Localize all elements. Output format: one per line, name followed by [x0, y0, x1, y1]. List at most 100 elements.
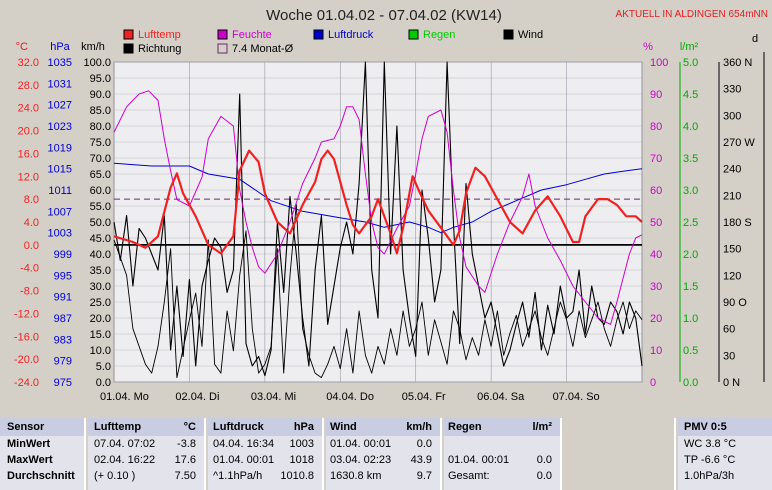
series-line-wind: [113, 61, 643, 377]
rain-tick-label: 3.5: [683, 153, 698, 165]
direction-tick-label: 300: [723, 110, 741, 122]
pressure-tick-label: 987: [54, 313, 72, 325]
rain-tick-label: 1.0: [683, 313, 698, 325]
legend-label: Feuchte: [232, 29, 272, 41]
rain-tick-label: 4.5: [683, 89, 698, 101]
dewpoint-value: TP -6.6 °C: [684, 454, 736, 466]
wind-tick-label: 55.0: [90, 201, 111, 213]
rain-tick-label: 0.0: [683, 377, 698, 389]
direction-tick-label: 60: [723, 324, 735, 336]
pressure-tick-label: 999: [54, 249, 72, 261]
wind-tick-label: 25.0: [90, 297, 111, 309]
direction-tick-label: 150: [723, 244, 741, 256]
statistics-table: Sensor MinWert MaxWert Durchschnitt Luft…: [0, 418, 772, 490]
sensor-header: Sensor: [7, 421, 45, 433]
legend: Lufttemp Feuchte Luftdruck Regen Wind Richtun…: [123, 29, 543, 55]
wind-column: Wind km/h 01.04. 00:01 0.0 03.04. 02:23 …: [326, 418, 442, 490]
x-tick-label: 01.04. Mo: [100, 391, 149, 403]
pmv-header: PMV 0:5: [684, 421, 727, 433]
rain-header: Regen: [448, 421, 482, 433]
legend-label: Richtung: [138, 43, 181, 55]
temp-tick-label: 4.0: [24, 217, 39, 229]
temp-tick-label: 28.0: [18, 80, 39, 92]
pressure-header-unit: hPa: [293, 421, 314, 433]
humidity-tick-label: 60: [650, 185, 662, 197]
temp-tick-label: -8.0: [20, 286, 39, 298]
weather-chart: Woche 01.04.02 - 07.04.02 (KW14) AKTUELL…: [13, 7, 768, 403]
chart-subtitle: AKTUELL IN ALDINGEN 654mNN: [616, 9, 768, 20]
pressure-tick-label: 975: [54, 377, 72, 389]
direction-tick-label: 210: [723, 190, 741, 202]
wind-max-time: 03.04. 02:23: [330, 454, 392, 466]
humidity-tick-label: 90: [650, 89, 662, 101]
legend-swatch: [313, 29, 324, 40]
x-tick-label: 03.04. Mi: [251, 391, 296, 403]
legend-swatch: [503, 29, 514, 40]
humidity-tick-label: 10: [650, 345, 662, 357]
temp-tick-label: 8.0: [24, 194, 39, 206]
x-tick-label: 07.04. So: [553, 391, 600, 403]
temp-column: Lufttemp °C 07.04. 07:02 -3.8 02.04. 16:…: [88, 418, 206, 490]
wind-tick-label: 5.0: [96, 361, 111, 373]
series-layer: [113, 61, 643, 379]
sensor-column: Sensor MinWert MaxWert Durchschnitt: [0, 418, 86, 490]
legend-label: 7.4 Monat-Ø: [232, 43, 294, 55]
wind-tick-label: 20.0: [90, 313, 111, 325]
pressure-tick-label: 1023: [48, 121, 72, 133]
wind-tick-label: 75.0: [90, 137, 111, 149]
temp-avg-trend: (+ 0.10 ): [94, 470, 136, 482]
direction-tick-label: 90 O: [723, 297, 747, 309]
rain-column: Regen l/m² 01.04. 00:01 0.0 Gesamt: 0.0: [444, 418, 562, 490]
temp-min-time: 07.04. 07:02: [94, 438, 156, 450]
humidity-tick-label: 40: [650, 249, 662, 261]
humidity-axis-unit: %: [643, 41, 653, 53]
temp-axis-unit: °C: [16, 41, 28, 53]
direction-tick-label: 270 W: [723, 137, 755, 149]
temp-tick-label: -12.0: [14, 308, 39, 320]
direction-tick-label: 180 S: [723, 217, 752, 229]
wind-tick-label: 85.0: [90, 105, 111, 117]
temp-tick-label: -24.0: [14, 377, 39, 389]
rain-tick-label: 5.0: [683, 57, 698, 69]
temp-max-time: 02.04. 16:22: [94, 454, 156, 466]
table-spacer: [564, 418, 676, 490]
temp-tick-label: -4.0: [20, 263, 39, 275]
legend-label: Wind: [518, 29, 543, 41]
wind-tick-label: 0.0: [96, 377, 111, 389]
wind-tick-label: 65.0: [90, 169, 111, 181]
pressure-tick-label: 979: [54, 356, 72, 368]
direction-axis-unit: d: [752, 33, 758, 45]
direction-tick-label: 360 N: [723, 57, 752, 69]
series-line-lufttemp: [113, 149, 643, 255]
legend-label: Luftdruck: [328, 29, 374, 41]
humidity-tick-label: 50: [650, 217, 662, 229]
pressure-tick-label: 983: [54, 334, 72, 346]
wind-avg-value: 9.7: [416, 470, 432, 482]
direction-tick-label: 30: [723, 350, 735, 362]
legend-swatch: [123, 43, 134, 54]
pressure-tick-label: 991: [54, 292, 72, 304]
wind-tick-label: 80.0: [90, 121, 111, 133]
series-line-luftdruck: [113, 162, 643, 234]
legend-label: Regen: [423, 29, 455, 41]
pressure-trend: ^1.1hPa/h: [213, 470, 263, 482]
wind-tick-label: 35.0: [90, 265, 111, 277]
x-tick-label: 06.04. Sa: [477, 391, 525, 403]
wind-tick-label: 45.0: [90, 233, 111, 245]
wind-tick-label: 70.0: [90, 153, 111, 165]
rain-total-label: Gesamt:: [448, 470, 490, 482]
direction-tick-label: 0 N: [723, 377, 740, 389]
wind-tick-label: 100.0: [83, 57, 111, 69]
pmv-column: PMV 0:5 WC 3.8 °C TP -6.6 °C 1.0hPa/3h: [678, 418, 772, 490]
wind-axis-unit: km/h: [81, 41, 105, 53]
pressure-tick-label: 1027: [48, 100, 72, 112]
rain-tick-label: 2.0: [683, 249, 698, 261]
temp-tick-label: 12.0: [18, 171, 39, 183]
x-tick-label: 02.04. Di: [175, 391, 219, 403]
pressure-axis-unit: hPa: [50, 41, 70, 53]
direction-tick-label: 330: [723, 84, 741, 96]
rain-tick-label: 3.0: [683, 185, 698, 197]
temp-max-value: 17.6: [174, 454, 196, 466]
row-label-min: MinWert: [7, 438, 51, 450]
pressure-column: Luftdruck hPa 04.04. 16:34 1003 01.04. 0…: [208, 418, 324, 490]
